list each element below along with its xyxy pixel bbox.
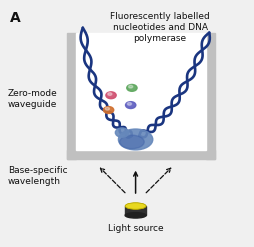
Bar [76,33,206,150]
Ellipse shape [118,129,153,150]
Bar [125,206,146,215]
Ellipse shape [125,203,146,209]
Ellipse shape [120,135,144,149]
Ellipse shape [125,203,146,209]
Ellipse shape [115,128,129,137]
Ellipse shape [127,84,137,91]
Ellipse shape [125,102,136,108]
Text: A: A [10,11,21,24]
Bar [67,33,76,159]
Text: Zero-mode
waveguide: Zero-mode waveguide [8,89,58,109]
Bar [206,33,215,159]
Ellipse shape [106,92,116,99]
Ellipse shape [108,93,112,95]
Ellipse shape [103,106,114,113]
Text: Light source: Light source [108,224,163,233]
Ellipse shape [125,213,146,218]
Ellipse shape [129,85,133,88]
Text: Base-specific
wavelength: Base-specific wavelength [8,166,68,186]
Text: Fluorescently labelled
nucleotides and DNA
polymerase: Fluorescently labelled nucleotides and D… [110,12,210,43]
Ellipse shape [105,107,109,110]
Ellipse shape [128,103,132,105]
Bar [67,150,215,159]
